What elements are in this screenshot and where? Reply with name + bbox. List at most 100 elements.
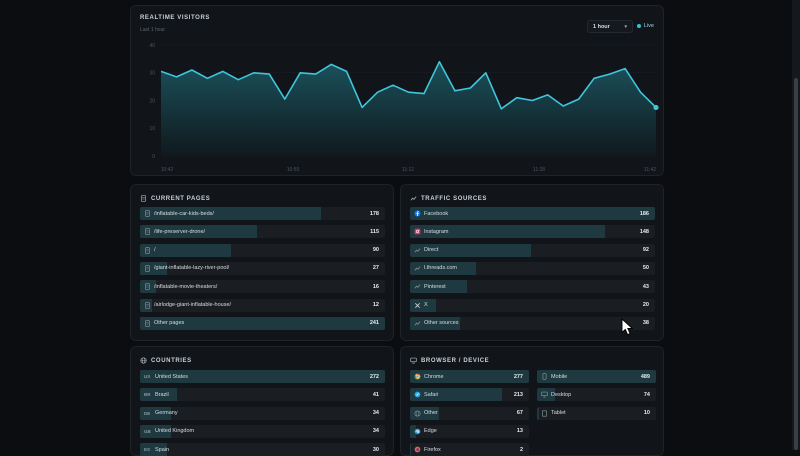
instagram-icon — [414, 228, 421, 235]
current-page-row[interactable]: / 90 — [140, 243, 385, 257]
row-value: 148 — [639, 228, 649, 235]
device-row[interactable]: Tablet 10 — [537, 406, 656, 420]
row-bar-fill — [410, 207, 655, 220]
data-point — [361, 107, 363, 109]
data-point — [377, 91, 379, 93]
data-point — [160, 71, 162, 73]
x-tick-label: 11:28 — [533, 167, 545, 173]
row-value: 115 — [370, 228, 379, 235]
data-point — [609, 73, 611, 75]
country-row[interactable]: BR Brazil 41 — [140, 388, 385, 402]
chart-area-fill — [161, 61, 656, 157]
data-point — [253, 72, 255, 74]
data-point — [531, 100, 533, 102]
current-page-row[interactable]: Other pages 241 — [140, 316, 385, 330]
row-bar-fill — [410, 261, 476, 275]
row-value: 74 — [643, 391, 650, 398]
country-row[interactable]: GB United Kingdom 34 — [140, 424, 385, 438]
pinterest-icon — [414, 283, 421, 290]
current-page-row[interactable]: /inflatable-movie-theaters/16 — [140, 280, 385, 294]
row-value: 10 — [643, 410, 650, 417]
current-page-row[interactable]: /inflatable-car-kids-beds/178 — [140, 207, 385, 220]
row-value: 20 — [642, 302, 649, 308]
current-page-row[interactable]: /giant-inflatable-lazy-river-pool/27 — [140, 261, 385, 275]
page-icon — [144, 301, 151, 309]
other-icon — [414, 320, 421, 327]
row-label: Other sources — [424, 320, 459, 327]
country-row[interactable]: US United States 272 — [140, 370, 385, 383]
traffic-icon — [410, 196, 417, 201]
desktop-icon — [541, 391, 548, 398]
traffic-source-row[interactable]: X 20 — [410, 298, 655, 312]
row-bar-fill — [410, 406, 439, 420]
traffic-source-row[interactable]: Pinterest 43 — [410, 280, 655, 294]
row-label: / — [154, 247, 156, 254]
browser-row[interactable]: Chrome 277 — [410, 370, 529, 383]
y-tick-label: 40 — [149, 43, 155, 49]
device-row[interactable]: Desktop 74 — [537, 388, 656, 402]
realtime-title: REALTIME VISITORS — [140, 15, 210, 21]
traffic-source-row[interactable]: l.threads.com 50 — [410, 261, 655, 275]
link-icon — [414, 265, 421, 272]
row-label: /giant-inflatable-lazy-river-pool/ — [154, 265, 230, 272]
traffic-source-row[interactable]: Direct 92 — [410, 243, 655, 257]
data-point — [207, 78, 209, 80]
row-value: 16 — [372, 283, 379, 290]
browser-row[interactable]: Safari 213 — [410, 388, 529, 402]
page-icon — [144, 228, 151, 235]
latest-point — [653, 104, 659, 111]
direct-icon — [414, 247, 421, 254]
row-bar-fill — [140, 261, 168, 275]
data-point — [423, 93, 425, 95]
row-bar-fill — [140, 424, 171, 438]
traffic-source-row[interactable]: Facebook 186 — [410, 207, 655, 220]
country-row[interactable]: DE Germany 34 — [140, 406, 385, 420]
traffic-source-row[interactable]: Other sources 38 — [410, 316, 655, 330]
row-bar-fill — [537, 406, 540, 420]
row-bar-fill — [410, 316, 461, 330]
edge-icon — [414, 428, 421, 435]
traffic-source-row[interactable]: Instagram 148 — [410, 225, 655, 239]
scrollbar-thumb[interactable] — [794, 78, 798, 450]
time-range-select[interactable]: 1 hour ▾ — [587, 20, 633, 33]
row-bar-fill — [410, 298, 437, 312]
device-row[interactable]: Mobile 489 — [537, 370, 656, 383]
y-tick-label: 0 — [152, 154, 155, 160]
live-indicator: Live — [636, 23, 654, 29]
browser-row[interactable]: Edge 13 — [410, 424, 529, 438]
row-bar-fill — [410, 424, 416, 438]
row-value: 67 — [516, 410, 523, 417]
data-point — [191, 69, 193, 71]
traffic-sources-title: TRAFFIC SOURCES — [421, 195, 487, 202]
row-bar-fill — [410, 280, 467, 294]
row-value: 43 — [642, 283, 649, 290]
row-bar-fill — [140, 207, 321, 220]
row-bar-fill — [410, 370, 529, 383]
realtime-visitors-card: REALTIME VISITORS Last 1 hour 1 hour ▾ L… — [130, 5, 664, 176]
data-point — [346, 71, 348, 73]
page-icon — [144, 210, 151, 217]
data-point — [176, 76, 178, 78]
browser-row[interactable]: Other 67 — [410, 406, 529, 420]
row-label: Germany — [155, 410, 178, 417]
data-point — [470, 87, 472, 89]
row-value: 178 — [369, 210, 379, 217]
y-tick-label: 20 — [149, 98, 155, 104]
row-label: Chrome — [424, 373, 444, 380]
data-point — [578, 98, 580, 100]
time-range-value: 1 hour — [593, 24, 610, 30]
row-bar-fill — [140, 243, 232, 257]
row-bar-fill — [410, 243, 532, 257]
current-page-row[interactable]: /airlodge-giant-inflatable-house/12 — [140, 298, 385, 312]
chart-series-line — [160, 60, 657, 110]
data-point — [268, 73, 270, 75]
row-label: /inflatable-movie-theaters/ — [154, 283, 218, 290]
realtime-subtitle: Last 1 hour — [140, 27, 166, 33]
row-bar-fill — [140, 298, 153, 312]
country-code: GB — [144, 428, 151, 434]
current-page-row[interactable]: /life-preserver-drone/115 — [140, 225, 385, 239]
row-value: 34 — [372, 410, 379, 417]
page-scrollbar[interactable] — [792, 0, 800, 450]
row-bar-fill — [140, 406, 171, 420]
row-label: Facebook — [424, 210, 449, 217]
